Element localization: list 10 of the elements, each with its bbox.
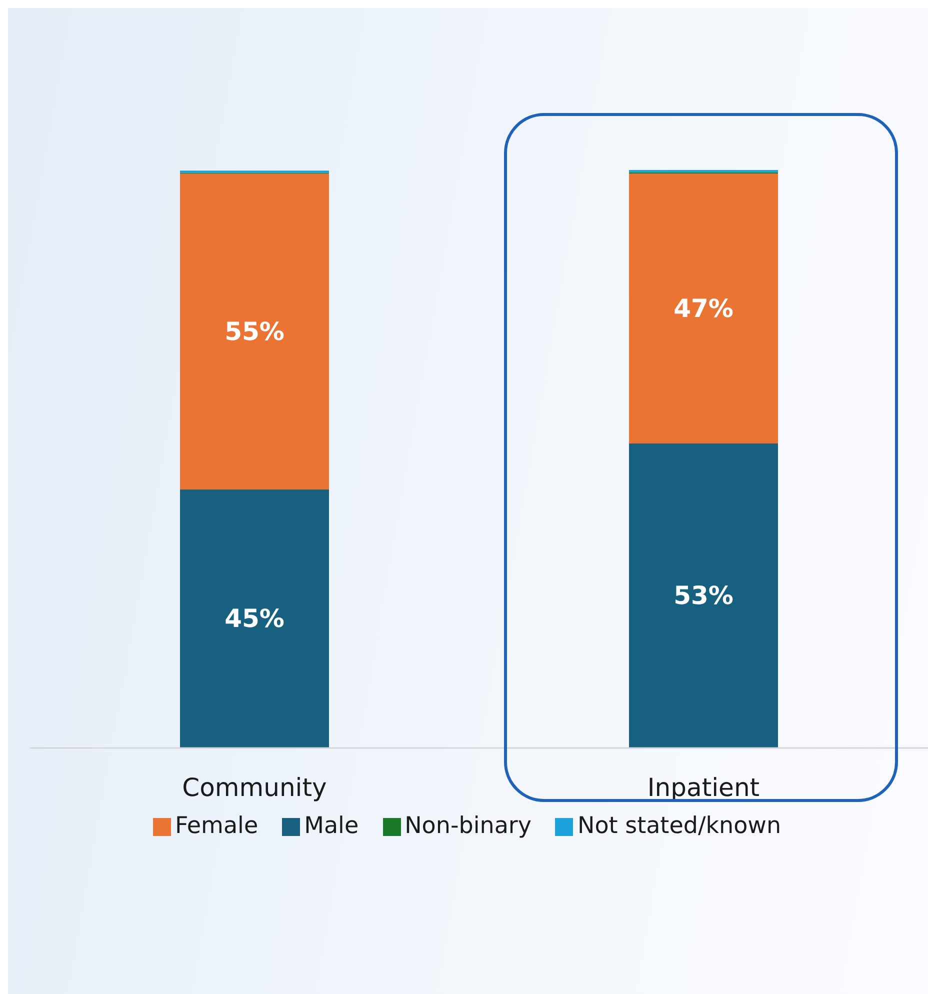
- x-tick-label: Inpatient: [647, 772, 760, 802]
- legend-label: Not stated/known: [577, 813, 782, 839]
- legend-label: Non-binary: [404, 813, 532, 839]
- data-label: 53%: [674, 581, 734, 610]
- legend-label: Male: [304, 813, 359, 839]
- legend-label: Female: [174, 813, 258, 839]
- data-label: 55%: [224, 316, 284, 346]
- data-label: 45%: [224, 604, 284, 634]
- x-tick-label: Community: [182, 772, 328, 802]
- data-label: 47%: [674, 294, 734, 323]
